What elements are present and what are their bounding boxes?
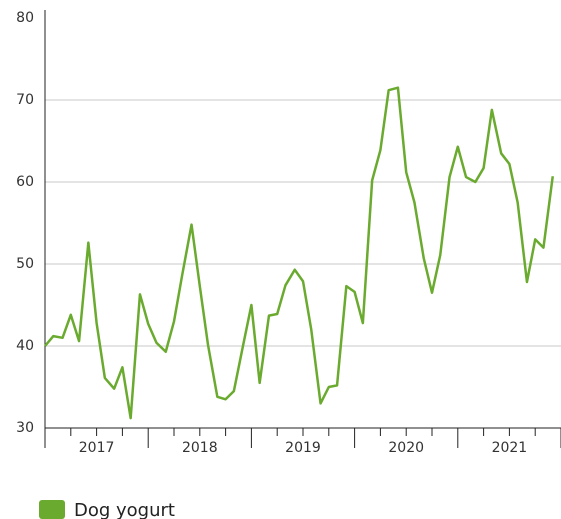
x-tick-label: 2021 [492,440,528,456]
y-tick-label: 30 [16,420,34,436]
x-tick-label: 2019 [285,440,321,456]
y-tick-label: 60 [16,174,34,190]
y-tick-label: 40 [16,338,34,354]
x-tick-label: 2018 [182,440,218,456]
y-tick-label: 80 [16,10,34,26]
x-tick-label: 2017 [79,440,115,456]
legend-swatch [39,500,65,519]
y-tick-label: 50 [16,256,34,272]
data-line [44,86,554,420]
x-tick-label: 2020 [388,440,424,456]
y-tick-label: 70 [16,92,34,108]
legend-label: Dog yogurt [74,500,175,519]
